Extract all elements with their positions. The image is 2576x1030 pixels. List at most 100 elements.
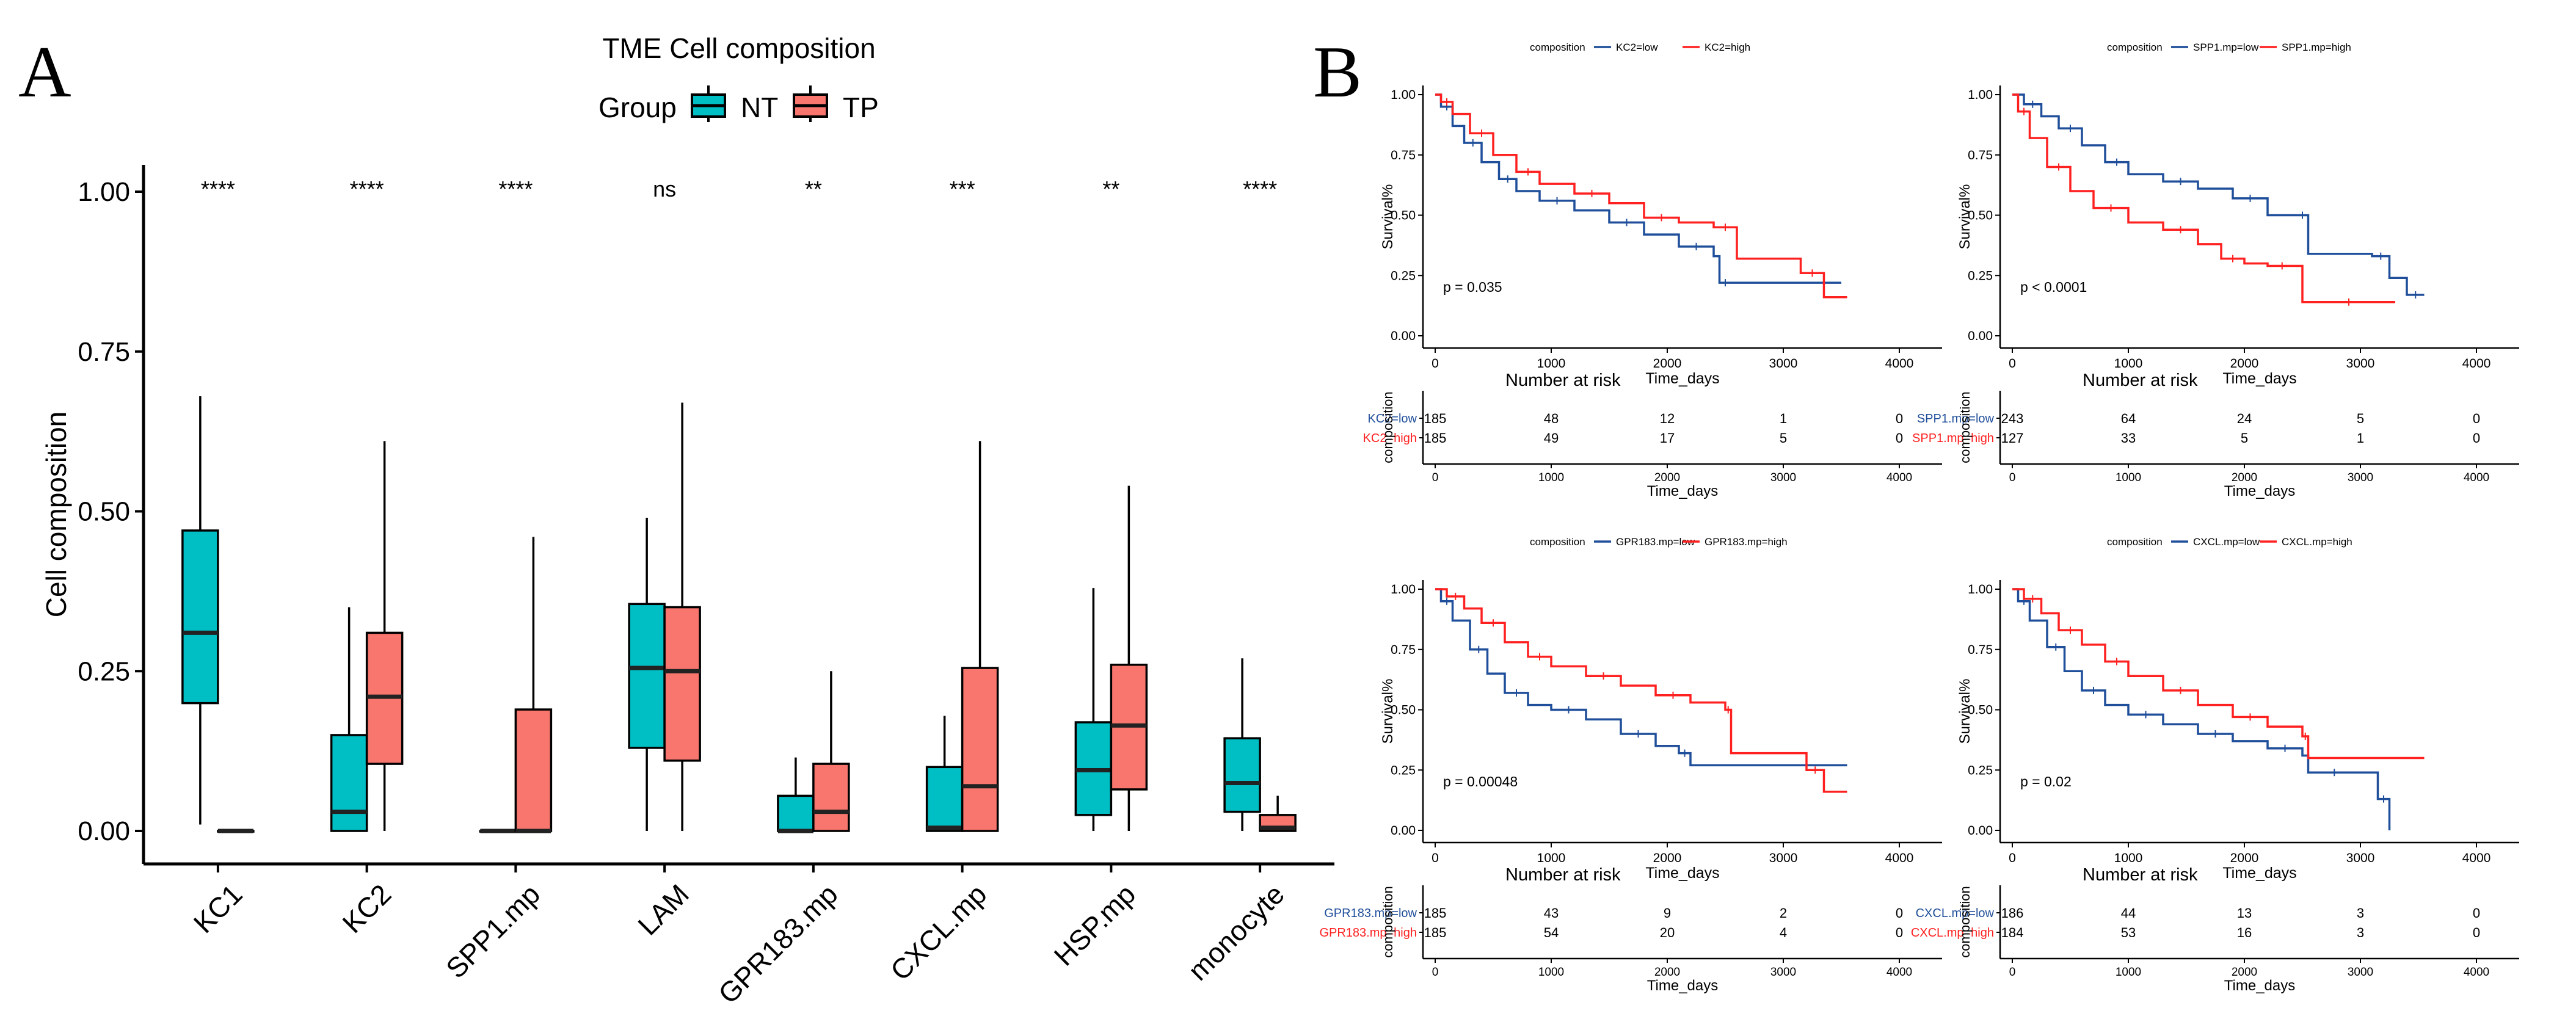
km-plot-cxcl: composition CXCL.mp=low CXCL.mp=high 0.00 0.… — [1911, 536, 2519, 994]
risk-x-tick-label: 3000 — [1770, 471, 1796, 484]
km-y-axis-label: Survival% — [1957, 184, 1973, 250]
risk-x-tick-label: 4000 — [2464, 966, 2489, 979]
km-x-axis-label: Time_days — [1645, 865, 1719, 882]
risk-count: 43 — [1544, 905, 1559, 921]
km-x-tick-label: 0 — [1432, 851, 1439, 865]
km-x-axis-label: Time_days — [1645, 370, 1719, 387]
km-curve — [1435, 588, 1847, 793]
risk-count: 5 — [2357, 411, 2364, 426]
risk-count: 243 — [2001, 411, 2024, 426]
km-curve — [2012, 93, 2425, 296]
risk-count: 3 — [2357, 925, 2364, 940]
risk-x-tick-label: 4000 — [2464, 471, 2489, 484]
y-tick-label: 0.25 — [78, 656, 130, 686]
km-y-tick-label: 1.00 — [1391, 582, 1416, 597]
x-tick-label: SPP1.mp — [440, 878, 546, 984]
km-pvalue: p = 0.00048 — [1443, 774, 1518, 789]
km-x-axis-label: Time_days — [2222, 865, 2296, 882]
risk-table-title: Number at risk — [1505, 865, 1621, 885]
km-y-tick-label: 0.50 — [1391, 209, 1416, 223]
km-y-axis-label: Survival% — [1380, 184, 1396, 250]
risk-count: 49 — [1544, 430, 1559, 446]
risk-table-title: Number at risk — [1505, 371, 1621, 390]
risk-count: 184 — [2001, 925, 2024, 940]
risk-row-label: CXCL.mp=high — [1911, 926, 1994, 940]
risk-count: 54 — [1544, 925, 1559, 940]
significance-label: ** — [805, 176, 822, 201]
km-curve — [2012, 588, 2425, 760]
risk-count: 0 — [1896, 411, 1903, 426]
box-nt — [777, 794, 815, 832]
risk-count: 0 — [2473, 411, 2480, 426]
risk-count: 5 — [1780, 430, 1787, 446]
risk-x-tick-label: 4000 — [1887, 471, 1912, 484]
box-tp — [812, 763, 850, 832]
risk-table-title: Number at risk — [2083, 371, 2198, 390]
km-curve — [1435, 93, 1841, 284]
risk-row-label: SPP1.mp=low — [1917, 412, 1995, 426]
km-legend-label: SPP1.mp=low — [2193, 42, 2259, 53]
risk-x-axis-label: Time_days — [1647, 977, 1718, 994]
significance-label: **** — [201, 176, 235, 201]
risk-count: 53 — [2121, 925, 2136, 940]
risk-count: 185 — [1424, 430, 1447, 446]
x-tick-label: GPR183.mp — [712, 878, 844, 1010]
km-x-axis-label: Time_days — [2222, 370, 2296, 387]
risk-axis-label: composition — [1380, 391, 1395, 463]
risk-count: 9 — [1664, 905, 1671, 921]
risk-x-tick-label: 0 — [2009, 471, 2016, 484]
box-tp — [514, 708, 553, 832]
km-legend-title: composition — [1530, 536, 1585, 548]
km-x-tick-label: 3000 — [2346, 851, 2375, 865]
km-x-tick-label: 0 — [1432, 357, 1439, 371]
risk-count: 44 — [2121, 905, 2136, 921]
risk-count: 16 — [2237, 925, 2252, 940]
risk-count: 0 — [2473, 430, 2480, 446]
km-legend-label: CXCL.mp=low — [2193, 536, 2260, 548]
km-y-tick-label: 0.00 — [1968, 329, 1993, 343]
legend-title: Group — [599, 92, 677, 123]
box-nt — [330, 734, 368, 832]
x-tick-label: KC2 — [336, 878, 397, 939]
y-tick-label: 0.00 — [78, 816, 130, 846]
risk-axis-label: composition — [1957, 391, 1973, 463]
chart-title: TME Cell composition — [602, 32, 875, 64]
risk-table-title: Number at risk — [2083, 865, 2198, 885]
km-y-tick-label: 0.50 — [1968, 703, 1993, 717]
significance-label: **** — [350, 176, 384, 201]
km-plot-gpr183: composition GPR183.mp=low GPR183.mp=high0.… — [1319, 536, 1942, 994]
risk-count: 20 — [1660, 925, 1675, 940]
risk-count: 13 — [2237, 905, 2252, 921]
km-y-tick-label: 0.50 — [1968, 209, 1993, 223]
km-y-tick-label: 0.75 — [1968, 643, 1993, 657]
km-plot-kc2: composition KC2=low KC2=high0.000.250.500.… — [1363, 42, 1942, 499]
risk-row-label: GPR183.mp=high — [1319, 926, 1417, 940]
risk-count: 3 — [2357, 905, 2364, 921]
km-y-tick-label: 0.25 — [1391, 763, 1416, 777]
significance-label: ** — [1102, 176, 1119, 201]
risk-count: 0 — [1896, 430, 1903, 446]
box-tp — [663, 606, 701, 762]
risk-x-tick-label: 1000 — [1538, 966, 1564, 979]
risk-count: 5 — [2241, 430, 2248, 446]
risk-x-tick-label: 0 — [2009, 966, 2016, 979]
risk-count: 0 — [1896, 905, 1903, 921]
risk-count: 186 — [2001, 905, 2024, 921]
risk-row-label: KC2=high — [1363, 432, 1417, 445]
km-legend-title: composition — [2107, 536, 2163, 548]
risk-x-tick-label: 2000 — [2232, 966, 2257, 979]
risk-x-tick-label: 2000 — [1654, 966, 1680, 979]
km-pvalue: p = 0.035 — [1443, 279, 1502, 295]
risk-x-tick-label: 1000 — [2116, 966, 2141, 979]
km-y-tick-label: 0.75 — [1391, 643, 1416, 657]
km-y-tick-label: 0.25 — [1968, 269, 1993, 283]
significance-label: *** — [950, 176, 975, 201]
km-y-tick-label: 1.00 — [1968, 582, 1993, 597]
legend-label-tp: TP — [843, 92, 879, 123]
risk-x-axis-label: Time_days — [2224, 977, 2295, 994]
km-y-tick-label: 1.00 — [1391, 88, 1416, 102]
km-y-tick-label: 0.00 — [1968, 824, 1993, 838]
km-x-tick-label: 1000 — [1537, 851, 1566, 865]
risk-x-tick-label: 0 — [1432, 966, 1439, 979]
